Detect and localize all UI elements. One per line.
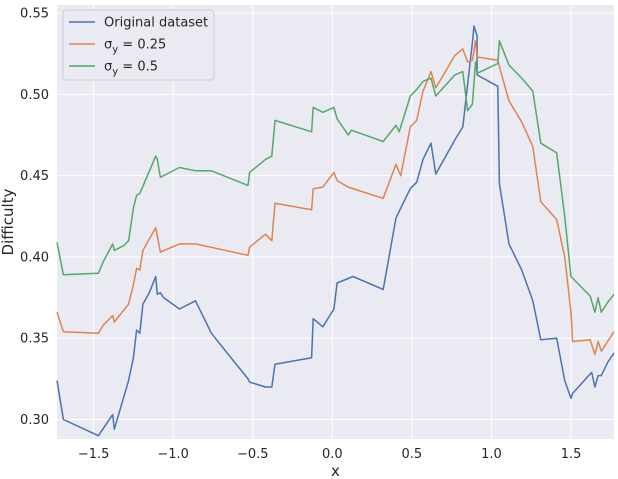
y-tick-labels: 0.30 0.35 0.40 0.45 0.50 0.55 <box>20 7 49 428</box>
y-tick-label: 0.30 <box>20 413 49 428</box>
x-tick-label: 1.5 <box>561 447 582 462</box>
x-axis-label: x <box>331 462 340 479</box>
y-tick-label: 0.35 <box>20 332 49 347</box>
x-tick-label: −1.0 <box>157 447 189 462</box>
series-line-3 <box>56 40 615 313</box>
series-line-2 <box>56 40 615 356</box>
legend-label: Original dataset <box>104 16 208 31</box>
series-lines <box>56 25 615 437</box>
x-tick-label: −0.5 <box>237 447 269 462</box>
y-axis-label: Difficulty <box>0 188 17 255</box>
x-tick-label: 0.0 <box>322 447 343 462</box>
y-tick-label: 0.50 <box>20 88 49 103</box>
x-tick-label: 0.5 <box>402 447 423 462</box>
y-tick-label: 0.55 <box>20 7 49 22</box>
y-tick-label: 0.45 <box>20 169 49 184</box>
x-tick-label: 1.0 <box>481 447 502 462</box>
legend-label: σy = 0.5 <box>104 60 158 78</box>
legend-box <box>62 9 215 81</box>
series-line-1 <box>56 25 615 437</box>
legend-label: σy = 0.25 <box>104 38 166 56</box>
x-tick-label: −1.5 <box>78 447 110 462</box>
legend: Original dataset σy = 0.25 σy = 0.5 <box>62 9 215 81</box>
x-tick-labels: −1.5 −1.0 −0.5 0.0 0.5 1.0 1.5 <box>78 447 582 462</box>
y-tick-label: 0.40 <box>20 250 49 265</box>
